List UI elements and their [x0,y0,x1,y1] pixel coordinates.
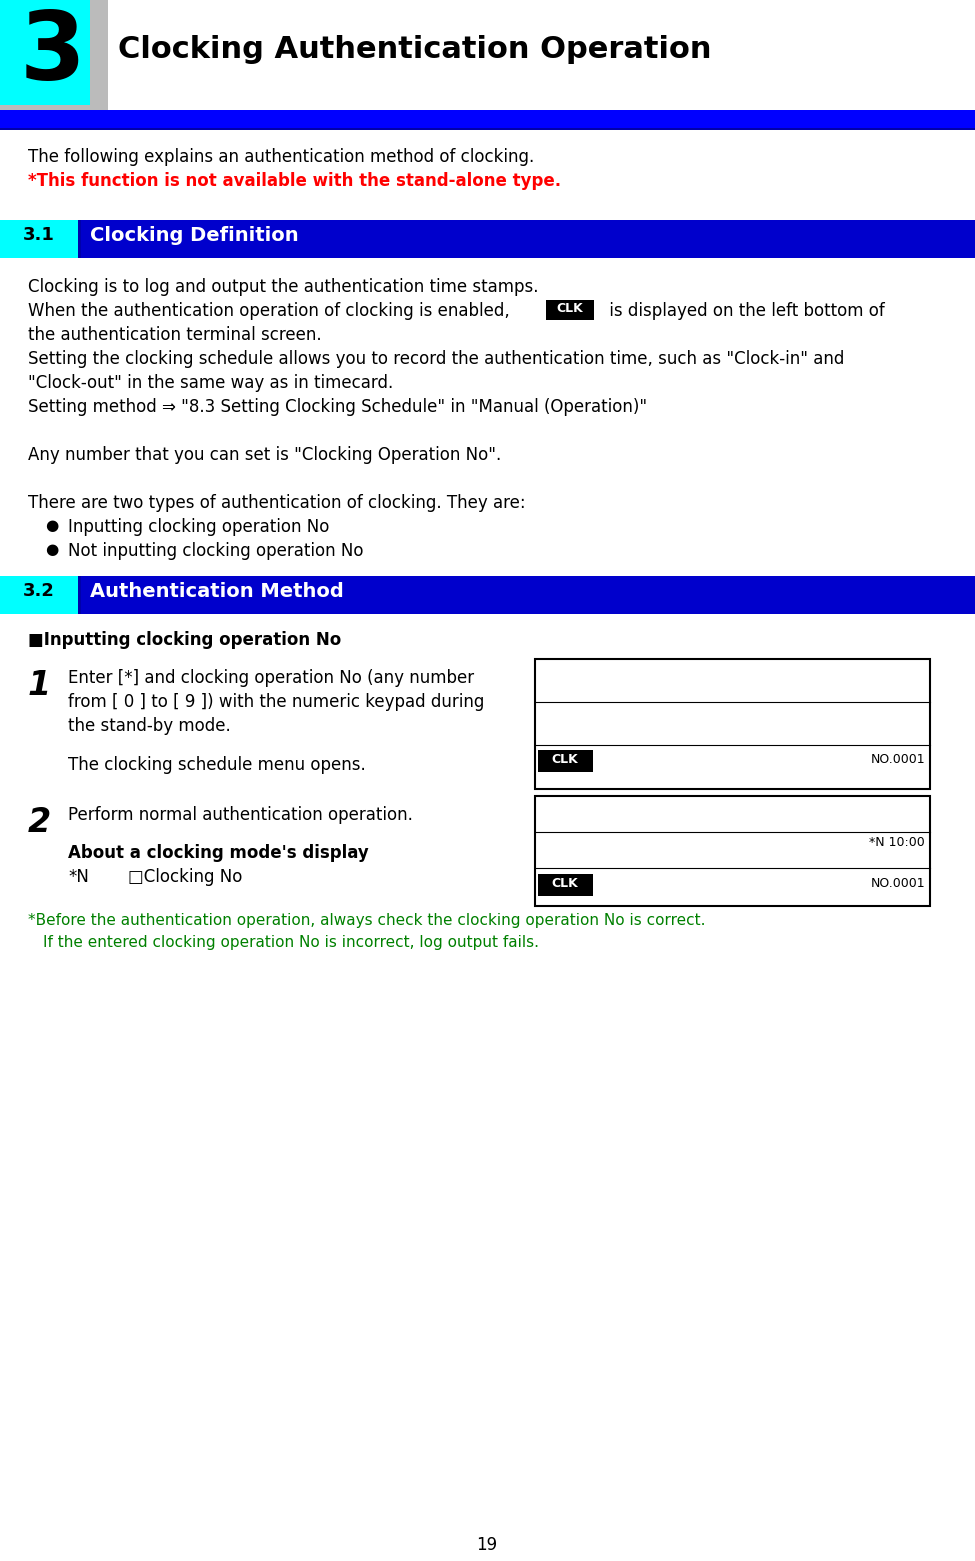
Text: Any number that you can set is "Clocking Operation No".: Any number that you can set is "Clocking… [28,446,501,464]
Text: *This function is not available with the stand-alone type.: *This function is not available with the… [28,172,562,190]
Bar [538,874,593,896]
Text: Not inputting clocking operation No: Not inputting clocking operation No [68,542,364,560]
Text: There are two types of authentication of clocking. They are:: There are two types of authentication of… [28,493,526,512]
Text: 2: 2 [28,805,52,838]
Bar [0,0,105,105]
Text: is displayed on the left bottom of: is displayed on the left bottom of [604,301,884,320]
Text: CLK: CLK [557,301,583,315]
Text: CLK: CLK [552,752,578,766]
Text: *N: *N [68,868,89,887]
Text: the authentication terminal screen.: the authentication terminal screen. [28,326,322,343]
Text: *N 10:00: *N 10:00 [870,837,925,849]
Text: About a clocking mode's display: About a clocking mode's display [68,845,369,862]
Bar [90,0,108,130]
Bar [535,796,930,905]
Bar [546,300,594,320]
Text: the stand-by mode.: the stand-by mode. [68,716,231,735]
Text: The following explains an authentication method of clocking.: The following explains an authentication… [28,148,534,165]
Text: Setting method ⇒ "8.3 Setting Clocking Schedule" in "Manual (Operation)": Setting method ⇒ "8.3 Setting Clocking S… [28,398,647,415]
Bar [0,576,975,613]
Text: 3.1: 3.1 [23,226,55,244]
Bar [0,109,975,128]
Text: Setting the clocking schedule allows you to record the authentication time, such: Setting the clocking schedule allows you… [28,350,844,368]
Text: from [ 0 ] to [ 9 ]) with the numeric keypad during: from [ 0 ] to [ 9 ]) with the numeric ke… [68,693,485,710]
Bar [0,220,78,258]
Bar [108,30,975,105]
Text: ●: ● [45,518,58,532]
Bar [535,659,930,788]
Bar [78,220,81,258]
Text: 3: 3 [20,8,85,100]
Text: Clocking is to log and output the authentication time stamps.: Clocking is to log and output the authen… [28,278,538,297]
Text: The clocking schedule menu opens.: The clocking schedule menu opens. [68,756,366,774]
Text: □Clocking No: □Clocking No [128,868,243,887]
Text: 3.2: 3.2 [23,582,55,599]
Text: 1: 1 [28,670,52,702]
Bar [78,576,81,613]
Text: Perform normal authentication operation.: Perform normal authentication operation. [68,805,412,824]
Text: Clocking Authentication Operation: Clocking Authentication Operation [118,34,712,64]
Text: NO.0001: NO.0001 [871,752,925,766]
Text: Clocking Definition: Clocking Definition [90,226,298,245]
Text: 19: 19 [477,1536,497,1555]
Text: "Clock-out" in the same way as in timecard.: "Clock-out" in the same way as in timeca… [28,375,393,392]
Text: CLK: CLK [552,877,578,890]
Bar [0,576,78,613]
Text: Inputting clocking operation No: Inputting clocking operation No [68,518,330,535]
Bar [0,128,975,130]
Text: ●: ● [45,542,58,557]
Bar [0,220,975,258]
Text: *Before the authentication operation, always check the clocking operation No is : *Before the authentication operation, al… [28,913,706,927]
Text: When the authentication operation of clocking is enabled,: When the authentication operation of clo… [28,301,510,320]
Text: Enter [*] and clocking operation No (any number: Enter [*] and clocking operation No (any… [68,670,474,687]
Bar [538,749,593,773]
Bar [0,105,90,130]
Text: Authentication Method: Authentication Method [90,582,344,601]
Text: ■Inputting clocking operation No: ■Inputting clocking operation No [28,631,341,649]
Text: If the entered clocking operation No is incorrect, log output fails.: If the entered clocking operation No is … [43,935,539,951]
Text: NO.0001: NO.0001 [871,877,925,890]
